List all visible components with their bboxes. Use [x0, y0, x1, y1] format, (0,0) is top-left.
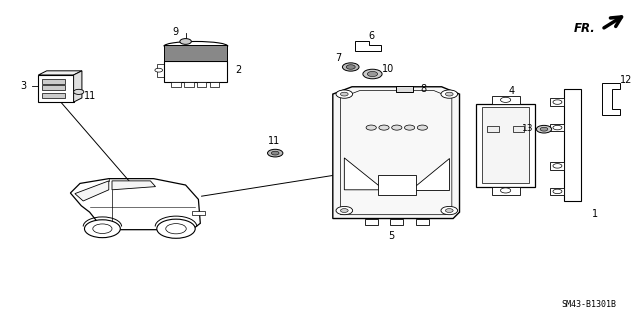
Polygon shape [476, 104, 535, 187]
Circle shape [553, 125, 562, 130]
Circle shape [155, 68, 163, 72]
Polygon shape [602, 83, 620, 115]
Circle shape [540, 127, 548, 131]
Text: 10: 10 [382, 64, 395, 74]
Circle shape [157, 219, 195, 238]
Polygon shape [550, 124, 564, 131]
Circle shape [367, 71, 378, 77]
Text: 7: 7 [335, 53, 341, 63]
Circle shape [392, 125, 402, 130]
Polygon shape [492, 187, 520, 195]
Circle shape [445, 92, 453, 96]
Polygon shape [38, 71, 82, 75]
Bar [172, 82, 181, 87]
Text: 4: 4 [509, 86, 515, 96]
Bar [482, 107, 529, 183]
Bar [209, 82, 219, 87]
Text: 13: 13 [522, 124, 534, 133]
Polygon shape [410, 158, 449, 190]
Bar [487, 126, 499, 132]
Circle shape [536, 125, 552, 133]
Circle shape [404, 125, 415, 130]
Text: 5: 5 [388, 231, 395, 241]
Polygon shape [112, 181, 156, 190]
Circle shape [366, 125, 376, 130]
Circle shape [340, 92, 348, 96]
Text: 9: 9 [172, 27, 179, 37]
Bar [42, 93, 65, 98]
Circle shape [417, 125, 428, 130]
Circle shape [346, 65, 355, 69]
Text: 3: 3 [20, 81, 27, 91]
Bar [184, 82, 194, 87]
Polygon shape [564, 89, 581, 201]
Text: FR.: FR. [573, 22, 595, 35]
Circle shape [93, 224, 112, 234]
Polygon shape [550, 162, 564, 170]
Circle shape [268, 149, 283, 157]
Bar [513, 126, 524, 132]
Circle shape [441, 206, 458, 215]
Bar [197, 82, 207, 87]
Text: 2: 2 [236, 65, 242, 75]
Circle shape [180, 39, 191, 44]
Circle shape [553, 164, 562, 168]
Circle shape [74, 89, 84, 94]
Polygon shape [70, 179, 200, 230]
Polygon shape [550, 98, 564, 106]
Circle shape [336, 206, 353, 215]
Polygon shape [344, 158, 384, 190]
Circle shape [336, 90, 353, 98]
Circle shape [166, 224, 186, 234]
Circle shape [363, 69, 382, 79]
Circle shape [500, 188, 511, 193]
Bar [365, 219, 378, 225]
Circle shape [500, 97, 511, 102]
Text: 6: 6 [368, 31, 374, 41]
Text: 11: 11 [83, 91, 96, 101]
Polygon shape [75, 181, 109, 201]
Text: SM43-B1301B: SM43-B1301B [561, 300, 616, 309]
Polygon shape [164, 61, 227, 82]
Polygon shape [38, 75, 74, 102]
Circle shape [271, 151, 279, 155]
Bar [42, 85, 65, 90]
Polygon shape [355, 41, 381, 51]
Bar [416, 219, 429, 225]
Bar [390, 219, 403, 225]
Polygon shape [333, 87, 460, 219]
Bar [164, 45, 227, 61]
Polygon shape [550, 188, 564, 195]
Bar [396, 86, 413, 92]
Circle shape [553, 189, 562, 194]
Bar [378, 175, 416, 195]
Text: 11: 11 [268, 136, 280, 146]
Polygon shape [157, 64, 164, 77]
Circle shape [342, 63, 359, 71]
Circle shape [84, 220, 120, 238]
Circle shape [445, 209, 453, 212]
Circle shape [379, 125, 389, 130]
Polygon shape [492, 96, 520, 104]
Circle shape [553, 100, 562, 104]
Text: 12: 12 [620, 75, 632, 85]
Polygon shape [192, 211, 205, 215]
Bar [42, 79, 65, 84]
Circle shape [441, 90, 458, 98]
Circle shape [340, 209, 348, 212]
Text: 8: 8 [420, 84, 427, 94]
Polygon shape [74, 71, 82, 102]
Text: 1: 1 [592, 209, 598, 219]
